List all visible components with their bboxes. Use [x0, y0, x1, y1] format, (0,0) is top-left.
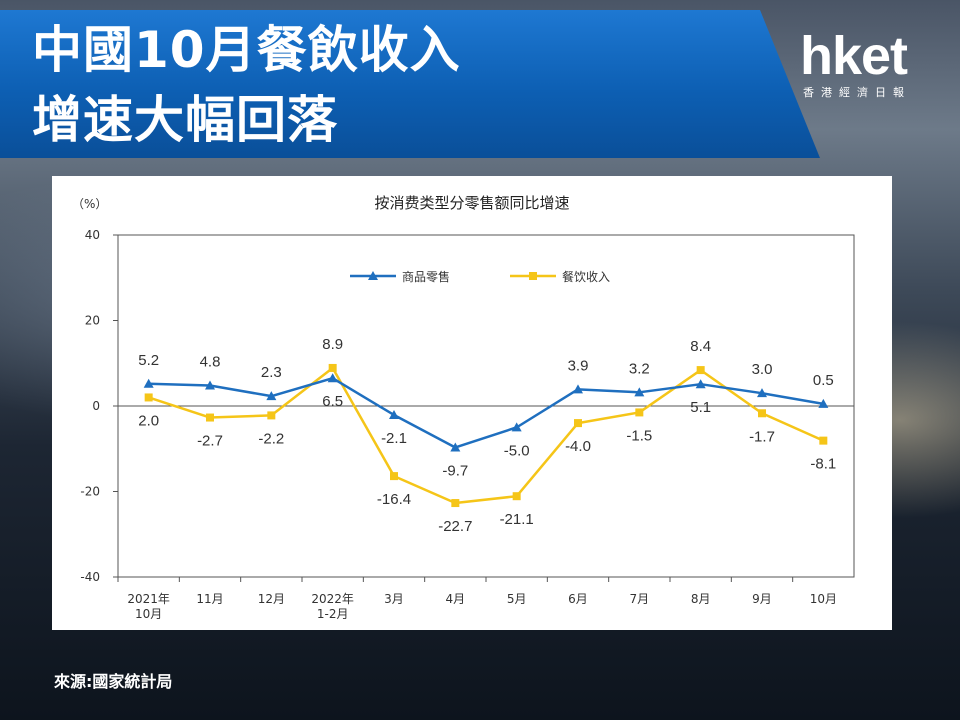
x-tick-label: 9月 [752, 592, 772, 606]
y-tick-label: -40 [80, 570, 100, 584]
y-tick-label: 0 [92, 399, 100, 413]
data-point [819, 436, 828, 445]
data-label: -21.1 [500, 511, 534, 528]
data-point [574, 419, 582, 428]
y-tick-label: 40 [85, 228, 100, 242]
data-point [206, 413, 214, 422]
series-line [148, 366, 824, 505]
y-axis-unit: （%） [72, 197, 107, 211]
data-label: 4.8 [200, 353, 221, 370]
data-point [451, 499, 460, 508]
chart-title: 按消费类型分零售额同比增速 [374, 194, 569, 212]
data-label: 6.5 [322, 393, 343, 410]
legend-label: 商品零售 [402, 269, 450, 284]
data-label: -22.7 [438, 518, 472, 535]
data-label: -1.5 [626, 427, 652, 444]
legend-marker [368, 271, 378, 280]
data-point [450, 442, 461, 452]
x-tick-label: 12月 [258, 592, 285, 606]
data-point [512, 492, 521, 501]
data-point [328, 363, 337, 372]
x-tick-label: 7月 [630, 592, 650, 606]
source-note: 來源:國家統計局 [54, 672, 173, 691]
x-tick-label: 11月 [196, 592, 223, 606]
chart-panel: 按消费类型分零售额同比增速 （%） 40 20 0 -20 -40 2021年 10月 11… [52, 176, 892, 630]
data-label: 3.0 [752, 361, 773, 378]
data-point [635, 408, 644, 417]
series-line [148, 376, 824, 449]
data-point [634, 387, 645, 397]
x-tick-label: 2021年 [127, 592, 170, 606]
x-tick-label: 6月 [568, 592, 588, 606]
data-point [327, 373, 338, 383]
hket-logo-subtitle: 香港經濟日報 [803, 86, 911, 99]
hket-logo: hket [800, 26, 908, 86]
data-label: 3.2 [629, 360, 650, 377]
x-tick-label: 10月 [810, 592, 837, 606]
page-title-line1: 中國10月餐飲收入 [32, 21, 461, 79]
data-point [757, 388, 767, 398]
data-label: -4.0 [565, 438, 591, 455]
data-point [267, 411, 276, 420]
data-label: -2.7 [197, 433, 223, 450]
data-label: -16.4 [377, 491, 411, 508]
data-point [389, 409, 399, 419]
data-point [144, 393, 153, 402]
x-tick-label: 8月 [691, 592, 711, 606]
data-label: 2.0 [138, 412, 159, 429]
data-label: 5.1 [690, 399, 711, 416]
data-label: -9.7 [442, 462, 468, 479]
data-label: 2.3 [261, 364, 282, 381]
y-tick-label: -20 [80, 485, 100, 499]
x-tick-label: 5月 [507, 592, 527, 606]
data-point [573, 384, 583, 394]
data-point [695, 379, 706, 389]
x-tick-label: 2022年 [311, 592, 354, 606]
data-label: -1.7 [749, 428, 775, 445]
data-point [758, 409, 766, 418]
data-label: 8.9 [322, 336, 343, 353]
x-tick-label: 10月 [135, 607, 162, 621]
title-banner [0, 10, 820, 158]
data-label: 5.2 [138, 352, 159, 369]
x-tick-label: 1-2月 [317, 607, 349, 621]
data-label: 0.5 [813, 372, 834, 389]
data-point [205, 380, 215, 390]
data-label: -2.1 [381, 430, 407, 447]
data-label: -8.1 [810, 456, 836, 473]
legend-marker [529, 272, 537, 280]
x-tick-label: 3月 [384, 592, 404, 606]
data-point [818, 398, 829, 408]
data-label: -5.0 [504, 442, 530, 459]
data-point [266, 391, 277, 401]
data-point [143, 378, 154, 388]
data-label: 8.4 [690, 338, 711, 355]
x-tick-label: 4月 [446, 592, 466, 606]
data-point [390, 472, 398, 481]
y-tick-label: 20 [85, 314, 100, 328]
legend-label: 餐饮收入 [562, 269, 610, 284]
data-label: 3.9 [568, 357, 589, 374]
data-label: -2.2 [258, 430, 284, 447]
data-point [696, 366, 705, 375]
data-point [511, 422, 522, 432]
page-title-line2: 增速大幅回落 [32, 91, 338, 149]
